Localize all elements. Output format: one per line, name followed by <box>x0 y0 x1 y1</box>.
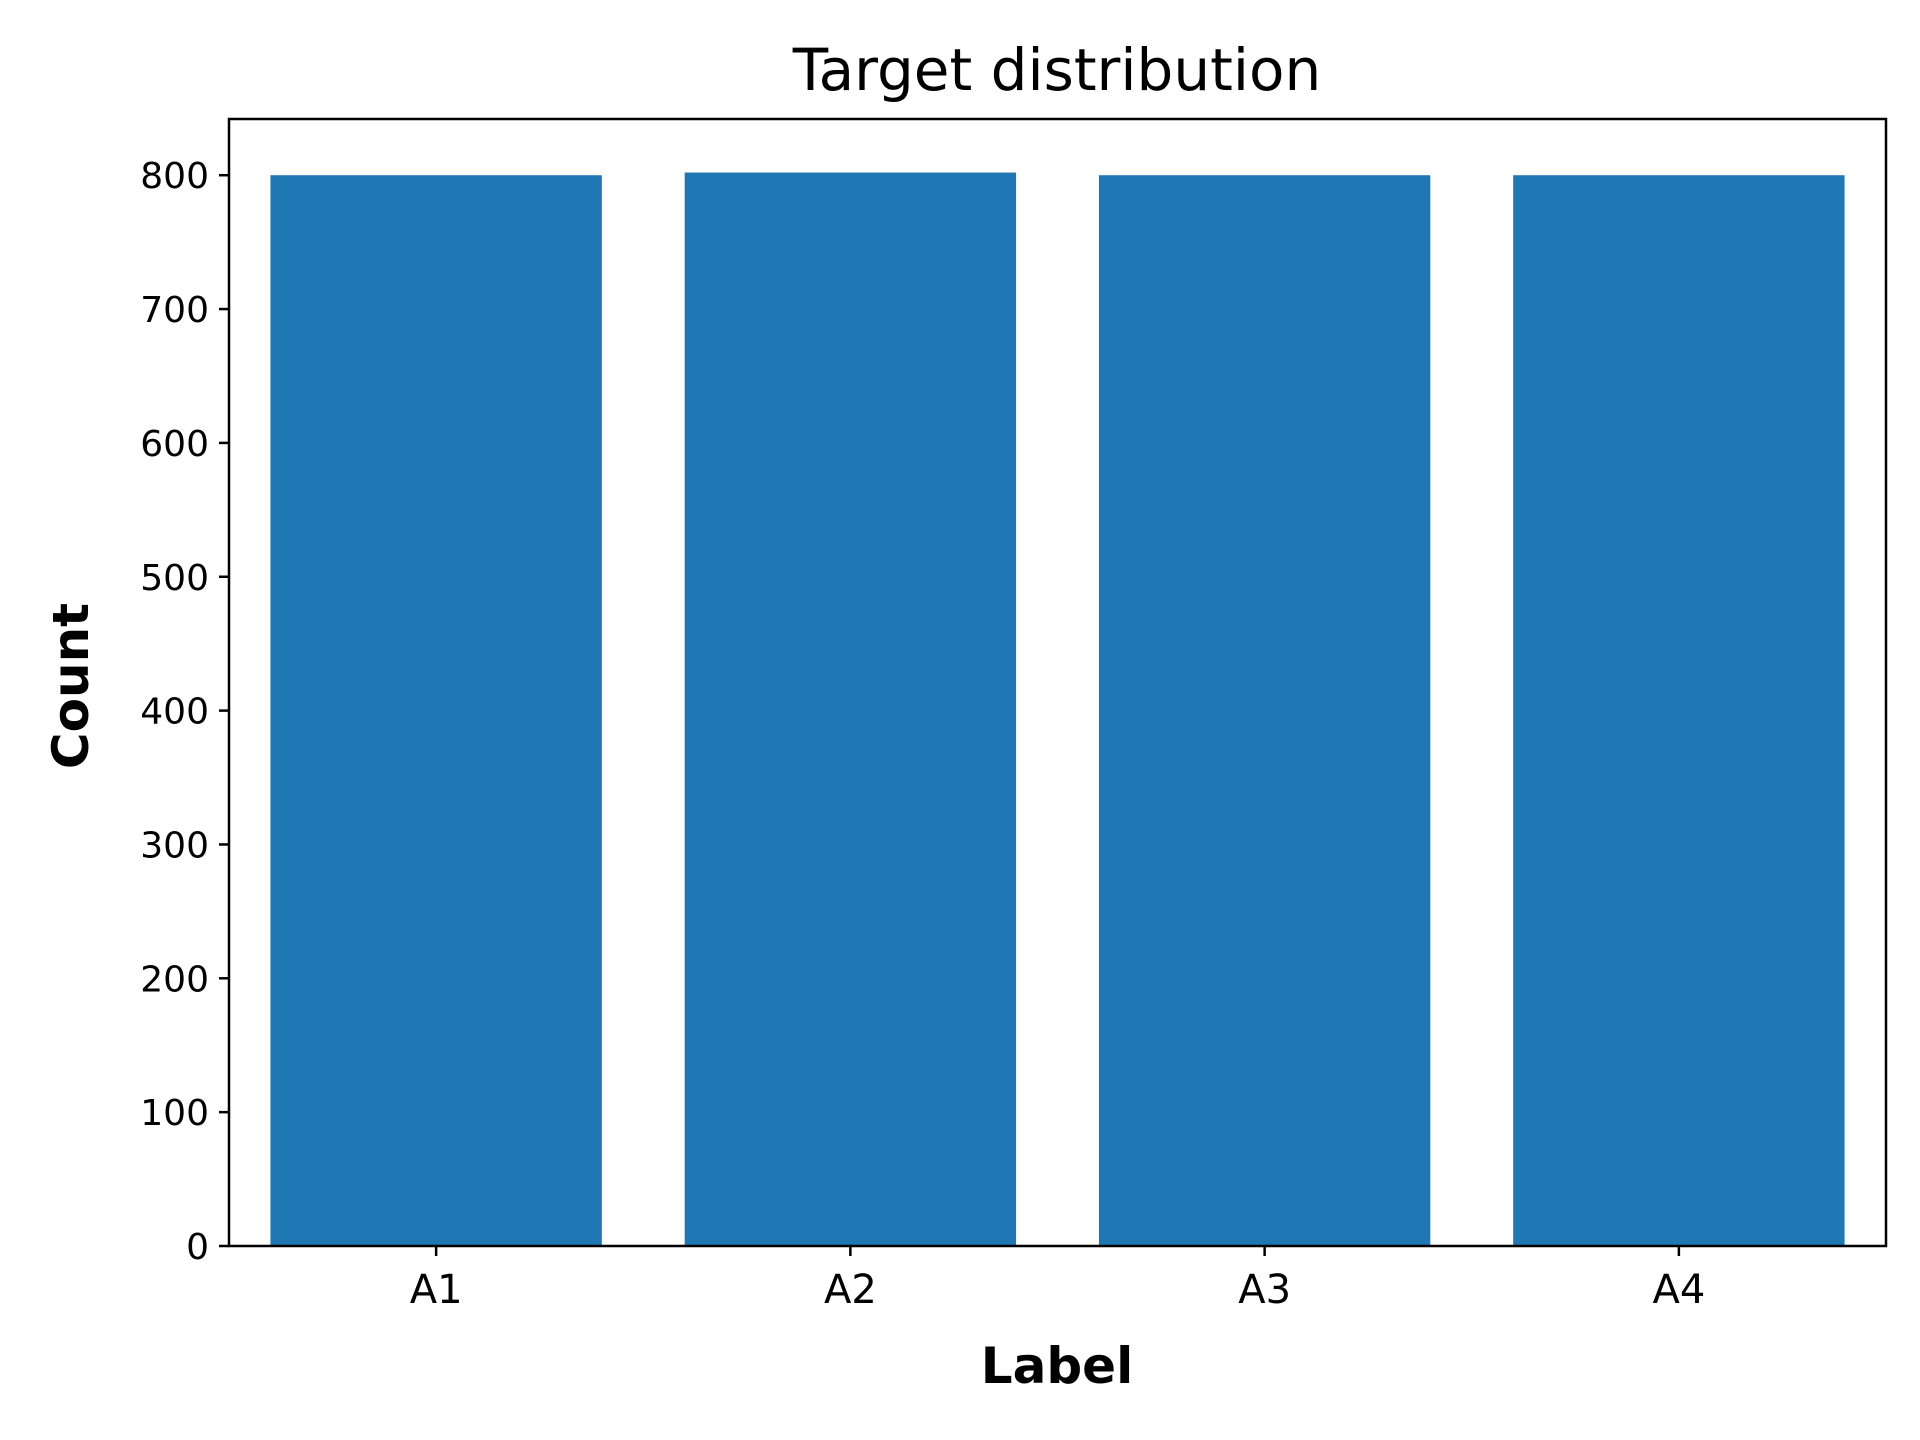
x-tick-label: A3 <box>1238 1267 1291 1313</box>
chart-title: Target distribution <box>792 36 1321 104</box>
x-axis-label: Label <box>981 1337 1133 1395</box>
y-tick-label: 200 <box>140 959 209 1000</box>
x-tick-label: A4 <box>1652 1267 1705 1313</box>
y-tick-label: 700 <box>140 290 209 331</box>
bar-a3 <box>1098 175 1431 1246</box>
y-axis-label: Count <box>42 603 100 769</box>
x-tick-label: A1 <box>410 1267 463 1313</box>
y-tick-label: 500 <box>140 558 209 599</box>
y-axis-ticks: 0 100 200 300 400 500 600 700 800 <box>140 156 229 1268</box>
y-tick-label: 600 <box>140 424 209 465</box>
y-tick-label: 400 <box>140 692 209 733</box>
y-tick-label: 0 <box>186 1227 209 1268</box>
bars-group <box>270 172 1845 1247</box>
bar-a1 <box>270 175 602 1246</box>
bar-a4 <box>1513 175 1845 1246</box>
bar-a2 <box>684 172 1017 1247</box>
plot-frame <box>227 117 1888 1248</box>
x-axis-ticks: A1 A2 A3 A4 <box>410 1246 1705 1313</box>
y-tick-label: 800 <box>140 156 209 197</box>
y-tick-label: 300 <box>140 825 209 866</box>
x-tick-label: A2 <box>824 1267 877 1313</box>
y-tick-label: 100 <box>140 1093 209 1134</box>
